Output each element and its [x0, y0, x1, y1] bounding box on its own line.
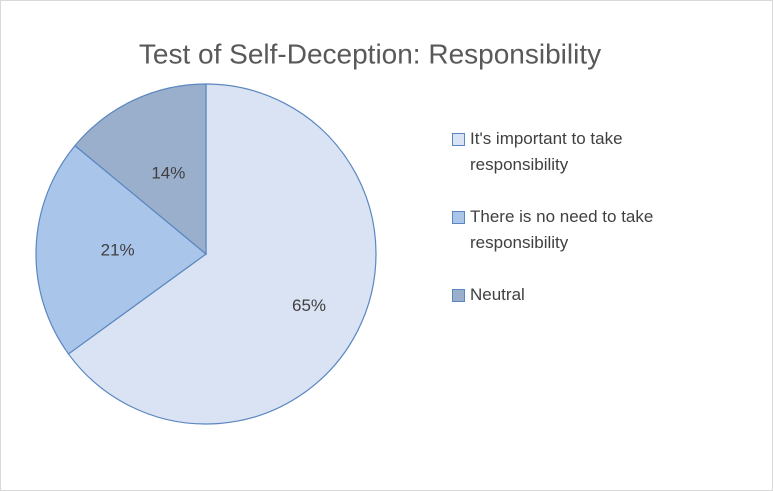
data-label: 14%	[151, 163, 185, 182]
legend-swatch	[452, 133, 465, 146]
chart-title: Test of Self-Deception: Responsibility	[139, 38, 601, 69]
legend-entry: It's important to take responsibility	[452, 126, 712, 178]
legend-entry: Neutral	[452, 282, 712, 308]
legend-swatch	[452, 211, 465, 224]
legend-label: It's important to take responsibility	[470, 129, 623, 174]
data-label: 21%	[101, 241, 135, 260]
pie-slice	[35, 144, 207, 355]
legend-label: There is no need to take responsibility	[470, 207, 654, 252]
legend: It's important to take responsibility The…	[452, 126, 712, 334]
pie-slice	[67, 83, 377, 425]
pie-slice	[74, 83, 207, 256]
legend-swatch	[452, 289, 465, 302]
legend-label: Neutral	[470, 285, 525, 304]
legend-entry: There is no need to take responsibility	[452, 204, 712, 256]
data-label: 65%	[292, 296, 326, 315]
